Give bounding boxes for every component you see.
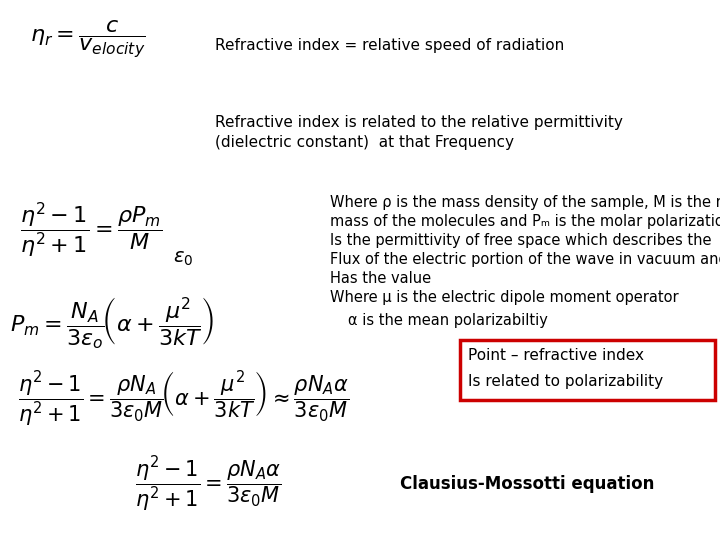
Text: mass of the molecules and Pₘ is the molar polarization: mass of the molecules and Pₘ is the mola… xyxy=(330,214,720,229)
Text: Flux of the electric portion of the wave in vacuum and: Flux of the electric portion of the wave… xyxy=(330,252,720,267)
Text: Refractive index = relative speed of radiation: Refractive index = relative speed of rad… xyxy=(215,38,564,53)
Text: $\dfrac{\eta^2 - 1}{\eta^2 + 1} = \dfrac{\rho N_A \alpha}{3\varepsilon_0 M}$: $\dfrac{\eta^2 - 1}{\eta^2 + 1} = \dfrac… xyxy=(135,455,282,514)
Text: $\dfrac{\eta^2 - 1}{\eta^2 + 1} = \dfrac{\rho N_A}{3\varepsilon_0 M}\!\left(\alp: $\dfrac{\eta^2 - 1}{\eta^2 + 1} = \dfrac… xyxy=(18,370,349,429)
Text: $\eta_r = \dfrac{c}{v_{elocity}}$: $\eta_r = \dfrac{c}{v_{elocity}}$ xyxy=(30,18,146,60)
Text: Where μ is the electric dipole moment operator: Where μ is the electric dipole moment op… xyxy=(330,290,679,305)
Bar xyxy=(460,340,715,400)
Text: Point – refractive index: Point – refractive index xyxy=(468,348,644,363)
Text: $\varepsilon_0$: $\varepsilon_0$ xyxy=(173,250,193,268)
Text: $\dfrac{\eta^2 - 1}{\eta^2 + 1} = \dfrac{\rho P_m}{M}$: $\dfrac{\eta^2 - 1}{\eta^2 + 1} = \dfrac… xyxy=(20,200,163,260)
Text: Is related to polarizability: Is related to polarizability xyxy=(468,374,663,389)
Text: $P_m = \dfrac{N_A}{3\varepsilon_o}\!\left(\alpha + \dfrac{\mu^2}{3kT}\right)$: $P_m = \dfrac{N_A}{3\varepsilon_o}\!\lef… xyxy=(10,295,214,350)
Text: Is the permittivity of free space which describes the: Is the permittivity of free space which … xyxy=(330,233,711,248)
Text: Clausius-Mossotti equation: Clausius-Mossotti equation xyxy=(400,475,654,493)
Text: Has the value: Has the value xyxy=(330,271,431,286)
Text: α is the mean polarizabiltiy: α is the mean polarizabiltiy xyxy=(348,313,548,328)
Text: Refractive index is related to the relative permittivity: Refractive index is related to the relat… xyxy=(215,115,623,130)
Text: (dielectric constant)  at that Frequency: (dielectric constant) at that Frequency xyxy=(215,135,514,150)
Text: Where ρ is the mass density of the sample, M is the molar: Where ρ is the mass density of the sampl… xyxy=(330,195,720,210)
